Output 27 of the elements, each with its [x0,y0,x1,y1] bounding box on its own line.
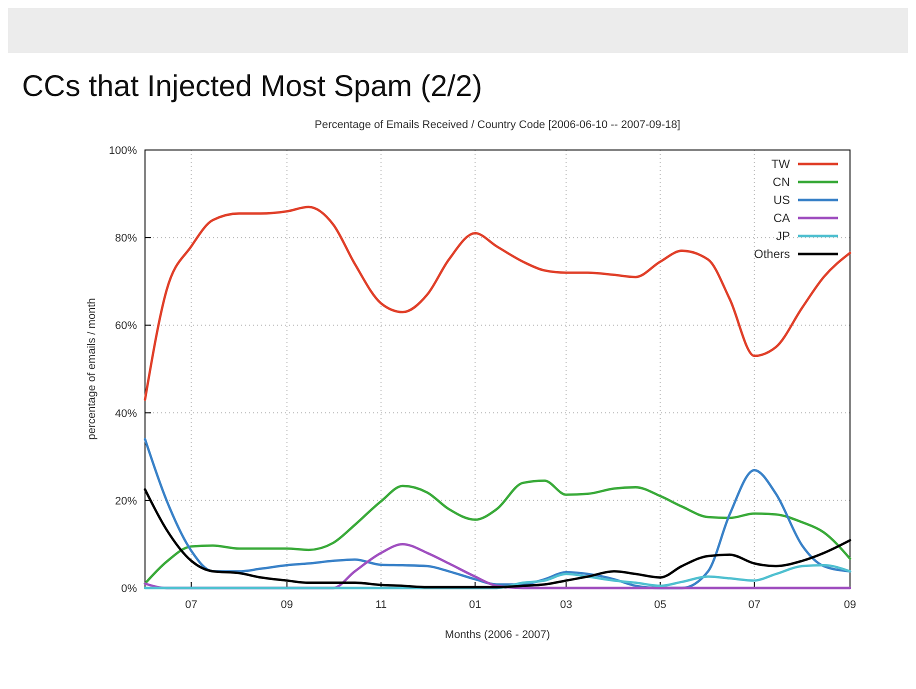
legend-label: CA [773,211,790,225]
chart-subtitle: Percentage of Emails Received / Country Code [2006-06-10 -- 2007-09-18] [314,119,680,131]
chart-title: CCs that Injected Most Spam (2/2) [22,70,482,103]
line-series [144,438,852,590]
x-tick-label: 11 [375,599,387,611]
x-tick-label: 09 [280,599,294,611]
x-tick-label: 05 [654,599,666,611]
x-tick-label: 01 [469,599,482,611]
y-axis-title: percentage of emails / month [86,298,98,440]
x-tick-label: 03 [560,599,572,611]
y-tick-label: 80% [114,232,138,245]
legend-label: JP [776,229,790,243]
x-tick-label: 07 [748,599,760,611]
y-tick-label: 20% [114,495,138,508]
line-series [144,564,852,590]
x-tick-label: 09 [844,599,856,611]
y-tick-label: 60% [114,320,138,332]
line-series [144,206,852,401]
x-tick-label: 07 [185,599,198,611]
legend-label: Others [754,247,790,261]
y-tick-label: 100% [108,145,138,157]
legend-label: US [773,193,790,207]
legend-label: TW [771,157,791,171]
x-axis-title: Months (2006 - 2007) [444,629,550,641]
y-tick-label: 40% [114,408,138,420]
legend-label: CN [772,175,790,189]
y-tick-label: 0% [121,583,138,595]
